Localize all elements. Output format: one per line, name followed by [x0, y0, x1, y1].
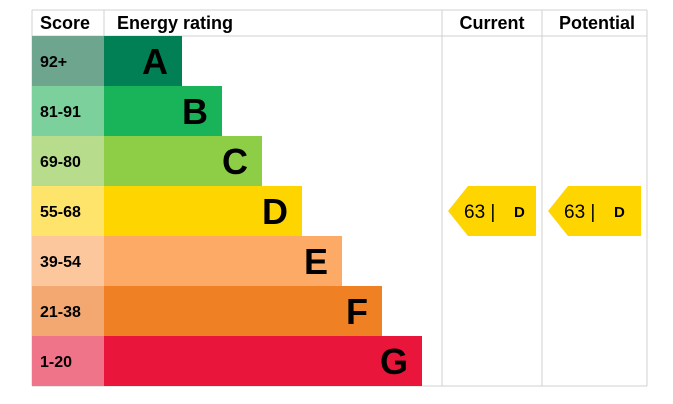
band-bar-g [104, 336, 422, 386]
potential-indicator [548, 186, 641, 236]
band-letter-g: G [380, 341, 408, 382]
band-letter-d: D [262, 191, 288, 232]
band-letter-f: F [346, 291, 368, 332]
band-bar-c [104, 136, 262, 186]
band-bar-b [104, 86, 222, 136]
band-letter-b: B [182, 91, 208, 132]
score-range-a: 92+ [40, 54, 67, 71]
band-letter-c: C [222, 141, 248, 182]
score-cell-c [32, 136, 104, 186]
band-letter-a: A [142, 41, 168, 82]
score-range-b: 81-91 [40, 104, 81, 121]
score-header: Score [40, 13, 90, 33]
score-range-d: 55-68 [40, 204, 81, 221]
band-bar-f [104, 286, 382, 336]
energy-rating-header: Energy rating [117, 13, 233, 33]
band-bar-d [104, 186, 302, 236]
score-cell-e [32, 236, 104, 286]
current-value: 63 | [464, 202, 495, 223]
score-cell-b [32, 86, 104, 136]
score-cell-d [32, 186, 104, 236]
current-indicator [448, 186, 536, 236]
potential-band: D [614, 204, 625, 221]
score-range-c: 69-80 [40, 154, 81, 171]
current-band: D [514, 204, 525, 221]
rating-indicators: 63 | D 63 | D [448, 186, 641, 236]
band-bar-a [104, 36, 182, 86]
score-range-e: 39-54 [40, 254, 81, 271]
score-cell-a [32, 36, 104, 86]
potential-header: Potential [559, 13, 635, 33]
rating-bands: 92+ A 81-91 B 69-80 C 55-68 D 39-54 E 21-38 F 1-20 G [32, 36, 422, 386]
score-cell-g [32, 336, 104, 386]
score-cell-f [32, 286, 104, 336]
potential-value: 63 | [564, 202, 595, 223]
current-header: Current [459, 13, 524, 33]
score-range-f: 21-38 [40, 304, 81, 321]
score-range-g: 1-20 [40, 354, 72, 371]
band-letter-e: E [304, 241, 328, 282]
band-bar-e [104, 236, 342, 286]
